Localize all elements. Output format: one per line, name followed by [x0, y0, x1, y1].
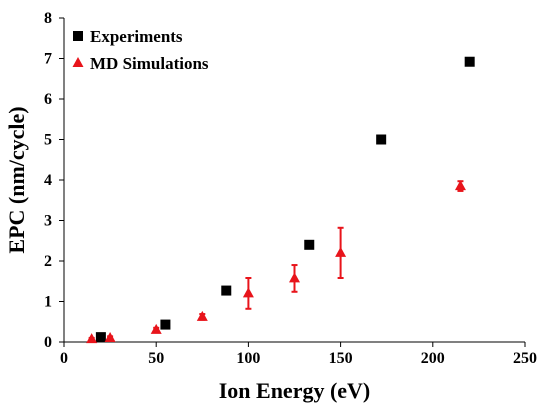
simulation-point	[104, 331, 116, 342]
y-tick-label: 3	[44, 213, 52, 230]
ticks: 0 50 100 150 200 250 0 1 2 3 4 5 6 7 8	[44, 10, 537, 367]
simulation-point	[242, 287, 254, 298]
y-tick-label: 5	[44, 132, 52, 149]
experiment-point	[160, 319, 171, 330]
x-tick-label: 0	[60, 350, 68, 367]
experiment-point	[464, 56, 475, 67]
x-tick-label: 50	[148, 350, 164, 367]
y-tick-label: 7	[44, 51, 52, 68]
x-tick-label: 100	[236, 350, 260, 367]
x-tick-label: 150	[329, 350, 353, 367]
x-tick-label: 200	[421, 350, 445, 367]
experiment-point	[376, 134, 387, 145]
simulation-point	[289, 272, 300, 283]
experiment-point	[304, 239, 315, 250]
marks	[86, 56, 475, 344]
experiment-point	[221, 285, 232, 296]
legend-label: MD Simulations	[90, 54, 209, 73]
y-tick-label: 6	[44, 91, 52, 108]
x-tick-label: 250	[513, 350, 537, 367]
x-axis-label: Ion Energy (eV)	[219, 378, 371, 403]
legend-marker	[73, 31, 83, 41]
y-tick-label: 4	[44, 172, 52, 189]
simulation-point	[86, 333, 98, 344]
legend-marker	[72, 57, 84, 67]
simulation-point	[454, 180, 466, 191]
experiment-point	[95, 332, 106, 343]
legend-label: Experiments	[90, 27, 183, 46]
y-tick-label: 2	[44, 253, 52, 270]
legend: Experiments MD Simulations	[72, 27, 209, 73]
y-tick-label: 8	[44, 10, 52, 27]
y-axis-label: EPC (nm/cycle)	[4, 106, 29, 253]
y-tick-label: 1	[44, 294, 52, 311]
simulation-point	[150, 323, 162, 334]
y-tick-label: 0	[44, 334, 52, 351]
simulation-point	[196, 310, 208, 321]
simulation-point	[335, 246, 347, 257]
